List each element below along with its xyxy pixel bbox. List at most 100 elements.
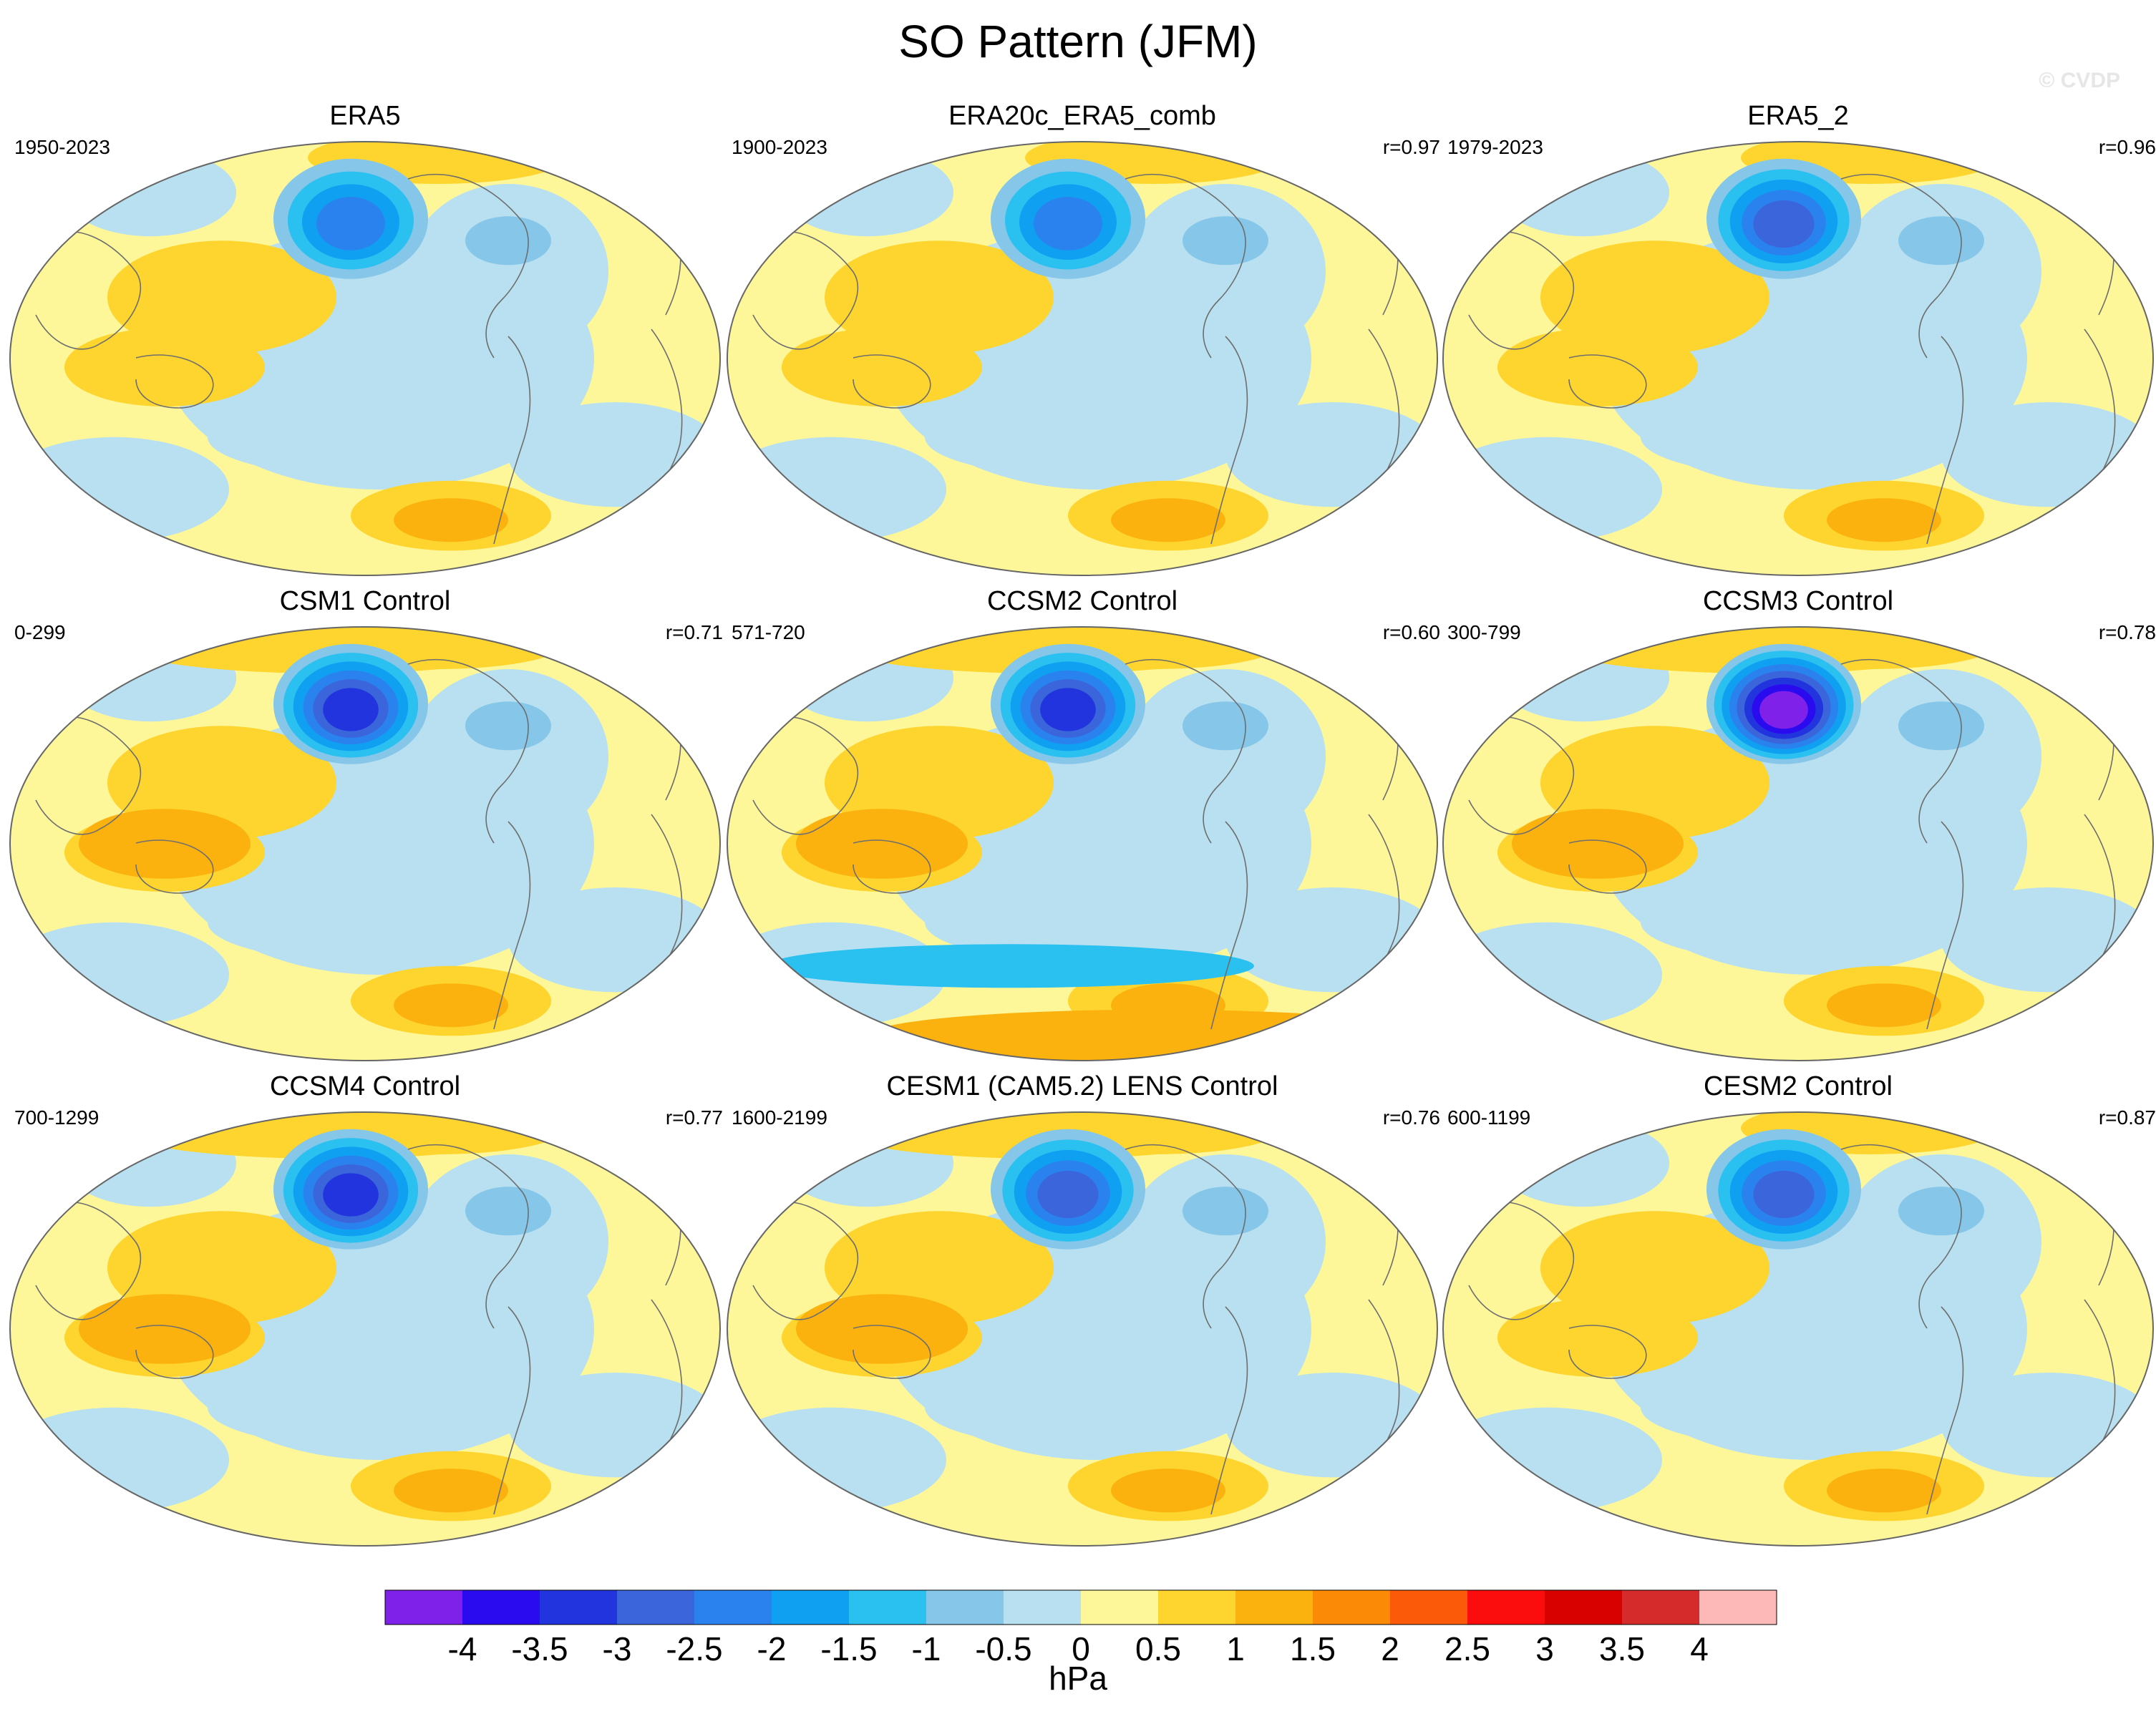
contour-fill-1-1.5 [1827,1469,1941,1513]
contour-fill-neg1-neg0.5 [1183,1187,1268,1236]
contour-fill-1-1.5 [394,983,508,1028]
contour-fill-neg0.5-0 [208,397,523,477]
map-border [727,626,1438,1061]
contour-fill-neg0.5-0 [727,437,946,542]
contour-fill-low [1753,200,1815,248]
map-panel: ERA20c_ERA5_comb 1900-2023 r=0.97 [724,100,1440,587]
panel-period: 300-799 [1447,621,1521,643]
contour-fill-neg0.5-0 [10,437,229,542]
coastline-path [853,354,931,409]
panel-correlation: r=0.87 [2098,1106,2156,1129]
coastline-path [1210,336,1248,545]
contour-fill-0.5-1 [1540,1211,1769,1325]
coastlines [35,173,683,545]
contour-fill-1-1.5 [868,1009,1437,1061]
panel-title: ERA5_2 [1747,101,1849,131]
colorbar-swatch [385,1590,462,1625]
coastlines [752,658,1400,1030]
map-border [1442,1111,2154,1547]
colorbar-swatch [462,1590,540,1625]
contour-fill-neg1-neg0.5 [1898,701,1984,751]
coastline-path [1468,716,1575,835]
coastline-path [752,1201,859,1320]
colorbar-swatch [926,1590,1004,1625]
coastline-path [1125,658,1246,844]
contour-fill-neg0.5-0 [1941,887,2153,993]
contour-fill-neg0.5-0 [64,149,236,237]
robinson-map [1442,141,2154,576]
contour-fill-neg0.5-0 [1443,1407,1662,1513]
panel-correlation: r=0.97 [1382,136,1440,158]
robinson-map [9,141,721,576]
contour-fill-low [316,197,385,250]
contour-fill-low [1753,1170,1815,1219]
colorbar-swatch [772,1590,849,1625]
colorbar-swatch [1081,1590,1158,1625]
contour-fill-low [323,1173,379,1217]
map-panel: CSM1 Control 0-299 r=0.71 [7,585,723,1072]
panel-correlation: r=0.71 [665,621,723,643]
contour-fill-neg1-neg0.5 [1183,701,1268,751]
coastline-path [1125,173,1246,359]
colorbar-swatch [1390,1590,1467,1625]
contour-fill-neg0.5-0 [1641,1368,1956,1447]
panel-correlation: r=0.78 [2098,621,2156,643]
map-border [9,626,721,1061]
contour-fill-neg0.5-0 [1497,1119,1669,1207]
colorbar-swatch [1545,1590,1622,1625]
panel-period: 1600-2199 [732,1106,827,1129]
contour-fill-1-1.5 [796,1294,968,1364]
coastline-path [407,173,529,359]
contour-fill-neg0.5-0 [782,1119,953,1207]
robinson-map [9,626,721,1061]
panel-title: CESM2 Control [1704,1071,1893,1101]
panel-period: 1950-2023 [14,136,110,158]
contour-fill-neg0.5-0 [1841,669,2041,844]
panel-period: 1900-2023 [732,136,827,158]
contour-fill-neg1-neg0.5 [465,701,551,751]
panel-period: 700-1299 [14,1106,99,1129]
map-panel: CCSM2 Control 571-720 r=0.60 [724,585,1440,1072]
colorbar-frame [384,1589,1777,1625]
coastline-path [752,716,859,835]
contour-fill-neg0.5-0 [925,1368,1240,1447]
panel-title: ERA5 [329,101,401,131]
panel-correlation: r=0.76 [1382,1106,1440,1129]
coastline-path [135,1325,214,1379]
contour-fill-neg0.5-0 [408,184,608,359]
map-panel: CCSM4 Control 700-1299 r=0.77 [7,1071,723,1557]
contour-fill-1-1.5 [1827,983,1941,1028]
contour-fill-low [1034,197,1102,250]
contour-fill-neg0.5-0 [782,634,953,722]
coastline-path [1568,839,1647,894]
contour-fill-neg1-neg0.5 [465,1187,551,1236]
contour-fill-neg0.5-0 [64,1119,236,1207]
colorbar-unit-label: hPa [1049,1660,1107,1697]
colorbar-swatch [694,1590,772,1625]
contour-fill-neg0.5-0 [508,1373,720,1478]
robinson-map [727,626,1438,1061]
panel-title: ERA20c_ERA5_comb [948,101,1216,131]
contour-fill-neg0.5-0 [408,669,608,844]
coastline-path [407,1144,529,1329]
coastline-path [1926,336,1964,545]
contour-fill-neg0.5-0 [1497,634,1669,722]
coastline-path [135,354,214,409]
coastline-path [1468,230,1575,350]
coastline-path [493,336,531,545]
panel-correlation: r=0.60 [1382,621,1440,643]
coastline-path [35,716,142,835]
coastline-path [1840,1144,1962,1329]
coastline-path [1125,1144,1246,1329]
map-border [9,1111,721,1547]
contour-fill-neg0.5-0 [1941,402,2153,507]
contour-fill-neg0.5-0 [727,1407,946,1513]
panel-period: 600-1199 [1447,1106,1531,1129]
contour-fill-neg0.5-0 [1497,149,1669,237]
contour-fill-neg1-neg0.5 [1183,216,1268,266]
contour-fill-0.5-1 [64,328,265,407]
contour-fill-low [1040,688,1096,731]
contour-fill-1-1.5 [1512,809,1684,879]
panel-title: CESM1 (CAM5.2) LENS Control [886,1071,1278,1101]
contour-fill-neg0.5-0 [1941,1373,2153,1478]
